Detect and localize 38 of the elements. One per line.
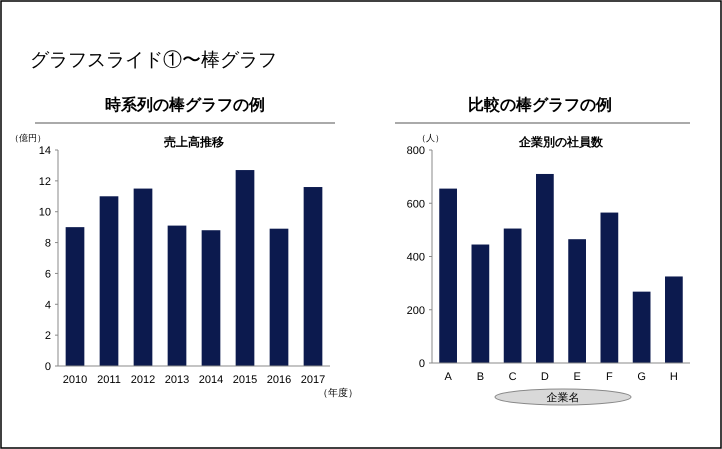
y-tick-label: 14	[38, 145, 51, 157]
chart-subtitle: 売上高推移	[164, 135, 224, 149]
x-tick-label: C	[508, 371, 517, 383]
x-tick-label: B	[476, 371, 484, 383]
x-tick-label: 2013	[164, 374, 190, 386]
y-axis-title: （人）	[417, 133, 444, 143]
x-axis-title: （年度）	[318, 387, 358, 399]
x-tick-label: H	[670, 371, 678, 383]
x-tick-label: 2017	[300, 374, 326, 386]
text: グラフスライド①〜棒グラフ	[30, 50, 277, 71]
x-tick-label: F	[606, 371, 614, 383]
chart-title: 比較の棒グラフの例	[468, 96, 612, 114]
x-tick-label: A	[444, 371, 452, 383]
y-tick-label: 6	[44, 268, 51, 280]
y-tick-label: 2	[44, 330, 51, 342]
x-tick-label: 2012	[130, 374, 156, 386]
y-tick-label: 200	[406, 304, 425, 317]
y-tick-label: 12	[38, 176, 51, 188]
x-tick-label: 2014	[198, 374, 224, 386]
x-tick-label: 2015	[232, 374, 258, 386]
x-tick-label: 2010	[62, 374, 88, 386]
x-axis-title: 企業名	[546, 392, 580, 404]
y-tick-label: 800	[406, 145, 425, 157]
y-tick-label: 400	[406, 252, 425, 264]
y-tick-label: 600	[406, 198, 425, 210]
x-tick-label: D	[540, 371, 549, 383]
x-tick-label: 2016	[266, 374, 292, 386]
y-tick-label: 8	[44, 238, 51, 250]
chart-subtitle: 企業別の社員数	[518, 135, 604, 149]
x-tick-label: E	[573, 371, 581, 383]
y-tick-label: 0	[44, 361, 51, 373]
y-tick-label: 4	[44, 299, 51, 312]
chart-title: 時系列の棒グラフの例	[105, 96, 265, 114]
x-tick-label: 2011	[97, 374, 121, 386]
x-tick-label: G	[637, 371, 646, 383]
y-tick-label: 10	[38, 206, 51, 219]
y-tick-label: 0	[418, 358, 425, 370]
y-axis-title: （億円）	[10, 133, 46, 143]
